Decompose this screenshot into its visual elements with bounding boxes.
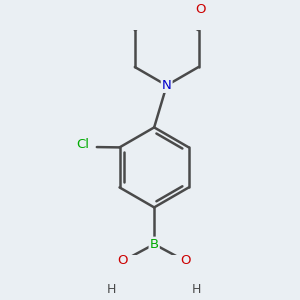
Text: H: H — [107, 283, 116, 296]
Text: N: N — [162, 79, 172, 92]
Text: B: B — [150, 238, 159, 251]
Text: O: O — [118, 254, 128, 268]
Text: O: O — [180, 254, 190, 268]
Text: O: O — [195, 3, 206, 16]
Text: Cl: Cl — [76, 138, 89, 151]
Text: H: H — [192, 283, 201, 296]
